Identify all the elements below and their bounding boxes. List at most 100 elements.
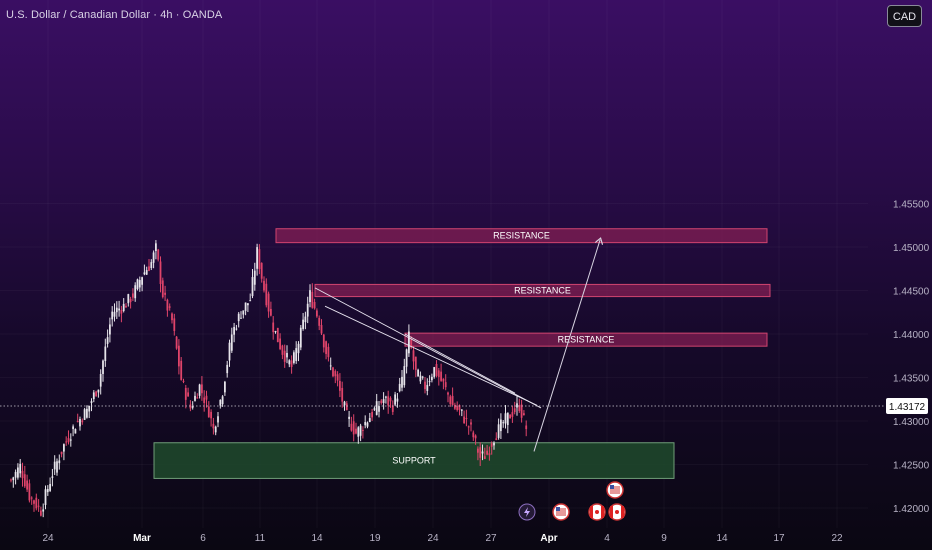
resistance-zone-1[interactable]: [314, 283, 771, 298]
us-flag-icon[interactable]: [552, 503, 570, 521]
candle-body: [19, 463, 22, 474]
x-tick-label: 27: [485, 533, 497, 544]
candle-body: [214, 426, 217, 433]
candle-body: [355, 428, 357, 434]
candle-body: [141, 277, 143, 285]
candle-body: [242, 310, 245, 315]
candle-body: [511, 412, 514, 417]
candle-body: [343, 401, 346, 406]
candle-body: [320, 325, 323, 334]
candle-body: [286, 352, 288, 358]
candle-body: [341, 387, 344, 402]
candle-body: [419, 375, 422, 382]
y-tick-label: 1.42000: [893, 504, 930, 515]
candle-body: [486, 450, 488, 455]
candle-body: [136, 279, 139, 290]
x-tick-label: Mar: [133, 533, 151, 544]
candle-body: [244, 302, 247, 311]
candle-body: [152, 252, 155, 263]
canada-flag-icon[interactable]: [608, 503, 626, 521]
y-axis: 1.45500 1.45000 1.44500 1.44000 1.43500 1.430…: [886, 200, 930, 515]
candle-body: [440, 371, 442, 381]
x-tick-label: 11: [255, 533, 266, 544]
candle-body: [226, 364, 229, 374]
candle-body: [375, 401, 378, 415]
candle-body: [424, 381, 426, 390]
candle-body: [184, 387, 187, 400]
candle-body: [394, 394, 396, 405]
candle-body: [256, 247, 258, 269]
candle-body: [322, 334, 325, 348]
candle-body: [217, 416, 219, 423]
x-tick-label: 22: [831, 533, 843, 544]
candle-body: [109, 324, 111, 335]
candle-body: [53, 461, 56, 470]
candle-body: [470, 422, 472, 425]
candle-body: [290, 360, 293, 367]
current-price-tag: [886, 398, 928, 415]
candle-body: [391, 405, 394, 412]
candle-body: [35, 497, 38, 509]
candle-body: [46, 489, 49, 493]
candle-body: [483, 456, 486, 459]
candle-body: [460, 409, 463, 411]
resistance-zone-0[interactable]: [275, 228, 768, 244]
candle-body: [150, 262, 153, 269]
candle-body: [21, 470, 24, 479]
x-tick-label: 24: [42, 533, 54, 544]
candle-body: [194, 395, 196, 401]
candle-body: [334, 371, 337, 377]
candle-body: [171, 313, 173, 321]
candle-body: [359, 425, 362, 436]
candle-body: [502, 422, 505, 424]
candle-body: [74, 429, 77, 434]
candle-body: [311, 291, 314, 308]
candle-body: [247, 303, 249, 306]
candle-body: [412, 350, 415, 362]
support-zone-3[interactable]: [153, 442, 675, 479]
candle-body: [157, 249, 160, 260]
lightning-icon[interactable]: [518, 503, 536, 521]
resistance-label-0: RESISTANCE: [493, 231, 550, 241]
candle-body: [274, 330, 277, 333]
candle-body: [316, 310, 318, 317]
candle-body: [348, 416, 350, 419]
candle-body: [472, 432, 475, 438]
candle-body: [442, 378, 445, 382]
candle-body: [205, 395, 208, 400]
us-flag-icon[interactable]: [606, 481, 624, 499]
candle-body: [504, 413, 507, 424]
candle-body: [67, 438, 70, 443]
candle-body: [122, 303, 125, 311]
candle-body: [520, 404, 523, 418]
candle-body: [207, 406, 210, 418]
candle-body: [95, 391, 97, 397]
candle-body: [366, 422, 369, 427]
x-tick-label: 19: [369, 533, 381, 544]
candle-body: [235, 328, 238, 330]
canada-flag-icon[interactable]: [588, 503, 606, 521]
candle-body: [451, 395, 454, 406]
candle-body: [10, 479, 12, 481]
candles: [10, 240, 528, 518]
resistance-zone-2[interactable]: [404, 332, 768, 347]
chart-title: U.S. Dollar / Canadian Dollar · 4h · OAN…: [6, 9, 223, 21]
x-axis: 24 Mar 6 11 14 19 24 27 Apr 4 9 14 17 22: [42, 533, 843, 544]
candle-body: [329, 365, 332, 367]
candle-body: [481, 451, 484, 454]
x-tick-label: 24: [427, 533, 439, 544]
candle-body: [433, 367, 436, 377]
currency-button[interactable]: CAD: [887, 5, 922, 27]
candle-body: [302, 319, 304, 329]
candle-body: [83, 409, 86, 420]
candle-body: [30, 497, 33, 499]
candle-body: [203, 397, 206, 404]
candle-body: [293, 352, 295, 363]
candle-body: [500, 419, 502, 432]
candle-body: [196, 397, 199, 399]
candle-body: [127, 294, 130, 304]
y-tick-label: 1.44500: [893, 287, 930, 298]
candle-body: [474, 435, 477, 439]
